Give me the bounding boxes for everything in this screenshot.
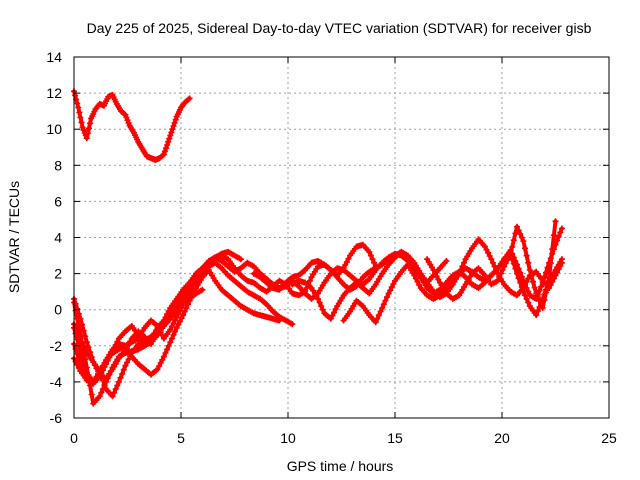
series-arc-j (250, 236, 565, 301)
x-tick-label: 5 (177, 430, 185, 446)
grid-lines (74, 57, 609, 418)
x-tick-label: 0 (70, 430, 78, 446)
chart-title: Day 225 of 2025, Sidereal Day-to-day VTE… (87, 20, 592, 36)
series-arc-high (71, 88, 193, 163)
y-tick-label: 4 (54, 230, 62, 246)
y-tick-label: -2 (50, 338, 63, 354)
y-tick-label: 12 (46, 85, 62, 101)
y-tick-label: 2 (54, 266, 62, 282)
y-tick-label: -6 (50, 410, 63, 426)
x-tick-label: 10 (280, 430, 296, 446)
plus-markers (250, 236, 565, 301)
x-tick-label: 25 (601, 430, 617, 446)
data-series (71, 88, 565, 407)
y-tick-label: 14 (46, 49, 62, 65)
x-tick-labels: 0 5 10 15 20 25 (70, 430, 617, 446)
y-axis-label: SDTVAR / TECUs (6, 181, 22, 293)
y-tick-label: 6 (54, 193, 62, 209)
plus-markers (71, 88, 193, 163)
series-arc-f (71, 286, 206, 400)
y-tick-labels: -6 -4 -2 0 2 4 6 8 10 12 14 (46, 49, 62, 426)
y-tick-label: 0 (54, 302, 62, 318)
y-tick-label: 8 (54, 157, 62, 173)
y-tick-label: 10 (46, 121, 62, 137)
y-tick-label: -4 (50, 374, 63, 390)
x-axis-label: GPS time / hours (287, 458, 394, 474)
x-tick-label: 15 (387, 430, 403, 446)
x-tick-label: 20 (494, 430, 510, 446)
axis-ticks (73, 56, 610, 419)
